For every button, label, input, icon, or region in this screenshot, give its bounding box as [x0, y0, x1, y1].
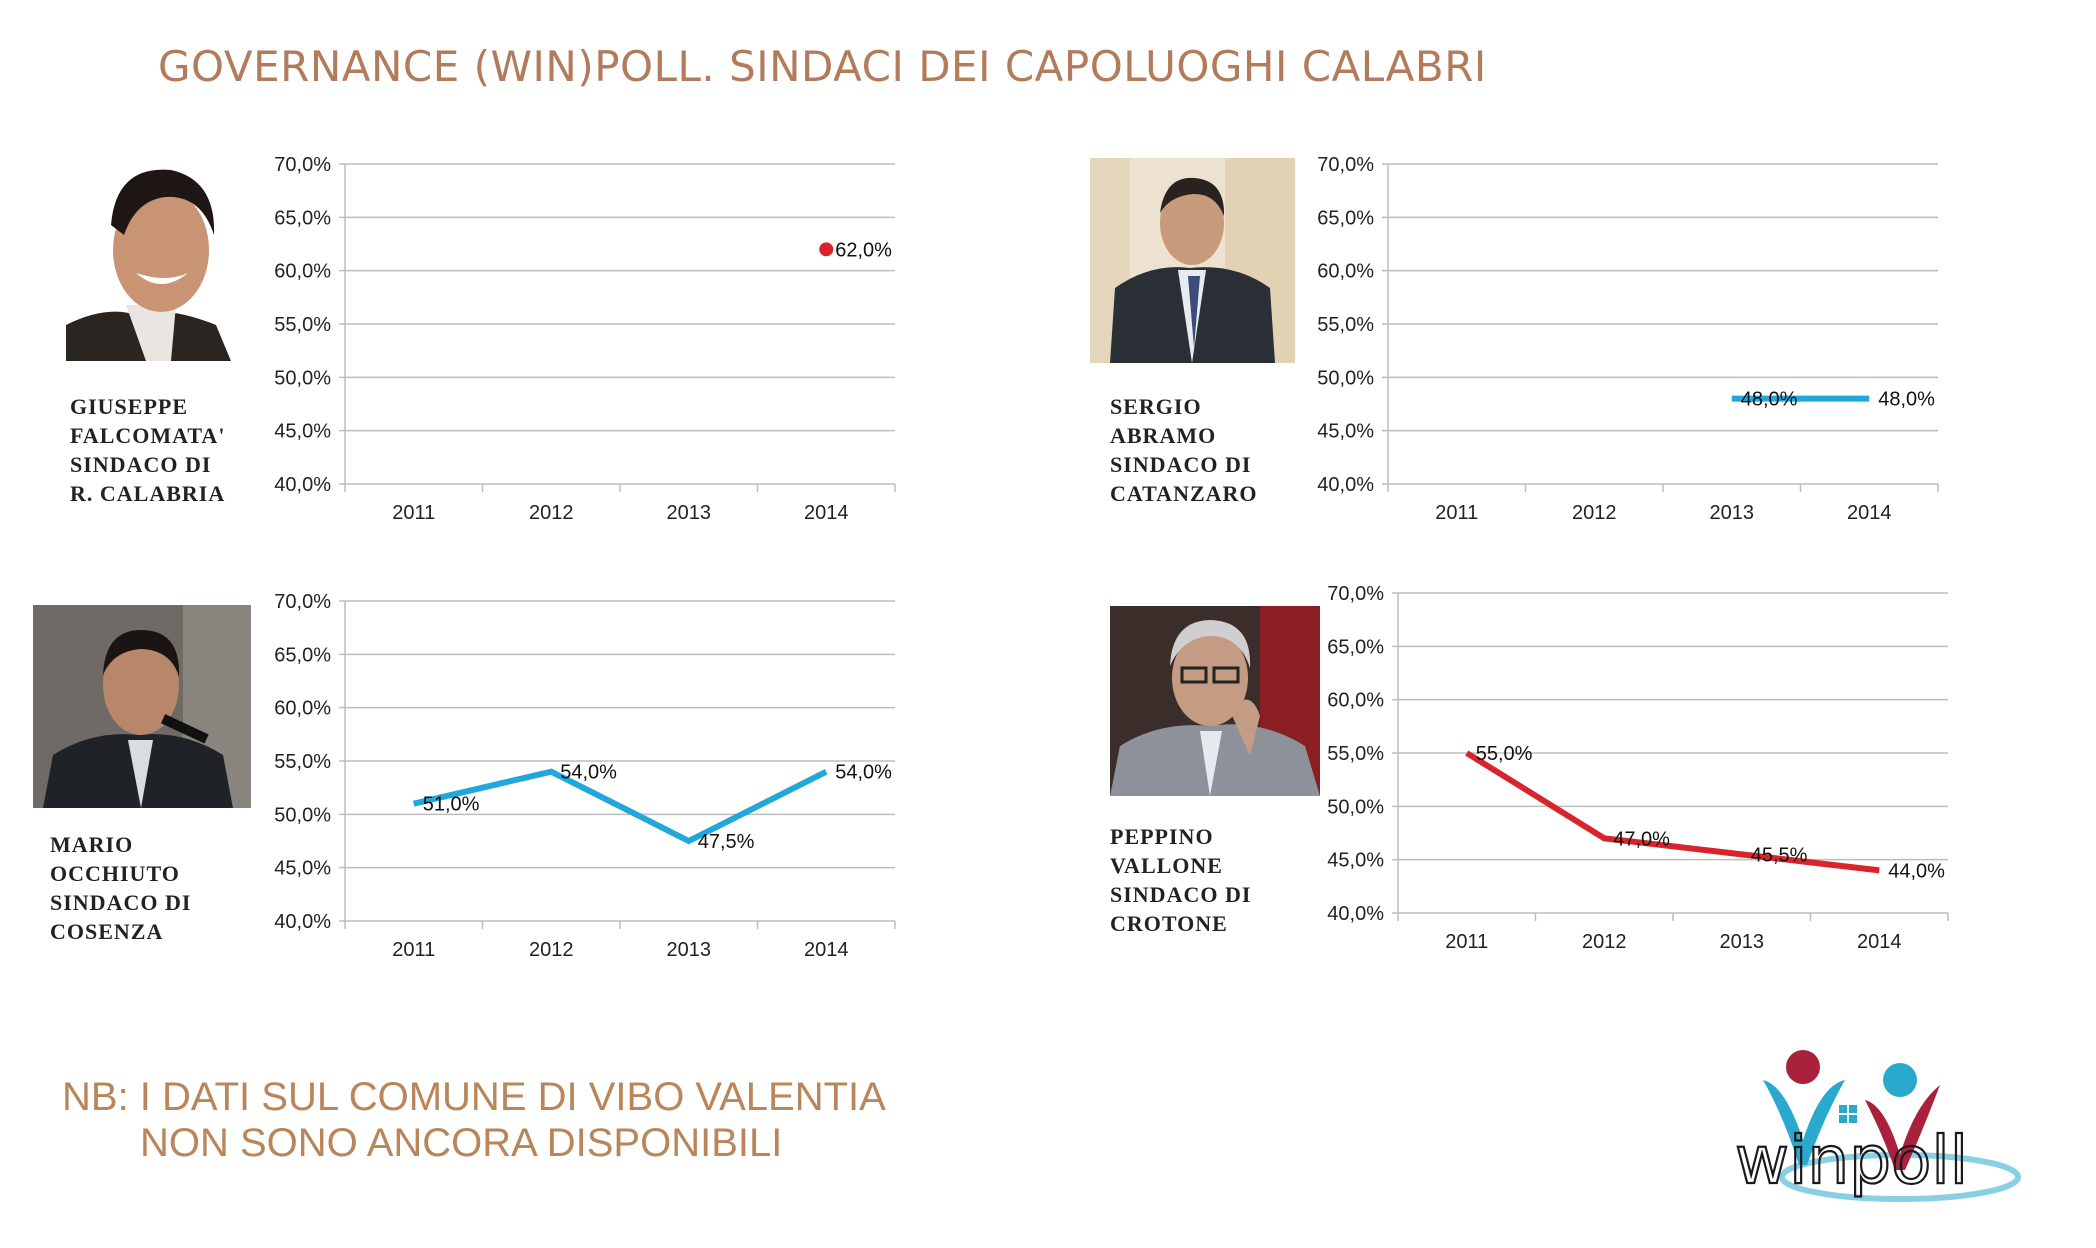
data-label: 55,0% — [1476, 743, 1533, 765]
photo-vallone — [1110, 606, 1320, 796]
y-tick-label: 50,0% — [274, 367, 331, 389]
mayor-name-falcomata: GIUSEPPE FALCOMATA' SINDACO DI R. CALABR… — [70, 394, 226, 506]
winpoll-logo: winpoll — [1734, 1045, 2025, 1215]
data-label: 54,0% — [560, 762, 617, 784]
y-tick-label: 60,0% — [1327, 690, 1384, 712]
data-label: 47,0% — [1613, 828, 1670, 850]
data-label: 44,0% — [1888, 860, 1945, 882]
data-label: 51,0% — [423, 794, 480, 816]
y-tick-label: 40,0% — [274, 474, 331, 496]
data-label: 47,5% — [698, 831, 755, 853]
x-tick-label: 2013 — [1720, 931, 1765, 953]
y-tick-label: 60,0% — [274, 261, 331, 283]
chart-vallone: 40,0% 45,0% 50,0% 55,0% 60,0% 65,0% 70,0% 2011 2… — [1298, 579, 1978, 964]
mayor-name-vallone: PEPPINO VALLONE SINDACO DI CROTONE — [1110, 824, 1252, 936]
chart-occhiuto: 40,0% 45,0% 50,0% 55,0% 60,0% 65,0% 70,0% 2011 2… — [245, 587, 925, 972]
y-tick-label: 45,0% — [274, 421, 331, 443]
data-label: 48,0% — [1878, 389, 1935, 411]
y-tick-label: 45,0% — [1327, 850, 1384, 872]
page-title: GOVERNANCE (WIN)POLL. SINDACI DEI CAPOLU… — [158, 42, 1487, 91]
y-tick-label: 50,0% — [1317, 367, 1374, 389]
y-tick-label: 40,0% — [274, 911, 331, 933]
x-tick-label: 2011 — [1435, 502, 1478, 524]
mayor-name-occhiuto: MARIO OCCHIUTO SINDACO DI COSENZA — [50, 832, 192, 944]
note-line-2: NON SONO ANCORA DISPONIBILI — [140, 1121, 783, 1165]
y-tick-label: 70,0% — [274, 591, 331, 613]
x-tick-label: 2011 — [392, 939, 435, 961]
x-tick-label: 2014 — [804, 502, 849, 524]
x-tick-label: 2014 — [804, 939, 849, 961]
chart-svg-abramo: 40,0% 45,0% 50,0% 55,0% 60,0% 65,0% 70,0% 2011 2… — [1317, 154, 1939, 524]
y-tick-label: 70,0% — [1327, 583, 1384, 605]
y-tick-label: 55,0% — [1317, 314, 1374, 336]
note-line-1: NB: I DATI SUL COMUNE DI VIBO VALENTIA — [62, 1075, 886, 1119]
x-tick-label: 2014 — [1857, 931, 1902, 953]
x-tick-label: 2013 — [667, 502, 712, 524]
chart-falcomata: 40,0% 45,0% 50,0% 55,0% 60,0% 65,0% 70,0% 2011 2… — [245, 150, 925, 535]
y-tick-label: 65,0% — [1317, 207, 1374, 229]
data-label: 54,0% — [835, 762, 892, 784]
y-tick-label: 70,0% — [1317, 154, 1374, 176]
x-tick-label: 2011 — [392, 502, 435, 524]
photo-abramo — [1090, 158, 1295, 363]
x-tick-label: 2014 — [1847, 502, 1892, 524]
y-tick-label: 65,0% — [1327, 636, 1384, 658]
y-tick-label: 55,0% — [274, 751, 331, 773]
x-tick-label: 2012 — [529, 939, 574, 961]
y-tick-label: 65,0% — [274, 207, 331, 229]
data-label: 62,0% — [835, 239, 892, 261]
chart-abramo: 40,0% 45,0% 50,0% 55,0% 60,0% 65,0% 70,0% 2011 2… — [1288, 150, 1968, 535]
photo-occhiuto — [33, 605, 251, 808]
data-point — [819, 242, 834, 257]
chart-svg-falcomata: 40,0% 45,0% 50,0% 55,0% 60,0% 65,0% 70,0% 2011 2… — [274, 154, 896, 524]
x-tick-label: 2011 — [1445, 931, 1488, 953]
chart-svg-vallone: 40,0% 45,0% 50,0% 55,0% 60,0% 65,0% 70,0% 2011 2… — [1327, 583, 1949, 953]
x-tick-label: 2013 — [667, 939, 712, 961]
y-tick-label: 70,0% — [274, 154, 331, 176]
photo-falcomata — [66, 155, 231, 361]
series-line — [413, 768, 828, 845]
y-tick-label: 45,0% — [274, 858, 331, 880]
y-tick-label: 60,0% — [1317, 261, 1374, 283]
data-label: 45,5% — [1751, 844, 1808, 866]
y-tick-label: 50,0% — [274, 804, 331, 826]
y-tick-label: 45,0% — [1317, 421, 1374, 443]
x-tick-label: 2012 — [1572, 502, 1617, 524]
x-tick-label: 2012 — [1582, 931, 1627, 953]
y-tick-label: 40,0% — [1317, 474, 1374, 496]
y-tick-label: 65,0% — [274, 644, 331, 666]
y-tick-label: 60,0% — [274, 698, 331, 720]
y-tick-label: 55,0% — [274, 314, 331, 336]
y-tick-label: 40,0% — [1327, 903, 1384, 925]
y-tick-label: 55,0% — [1327, 743, 1384, 765]
series-line — [1465, 750, 1880, 874]
x-tick-label: 2012 — [529, 502, 574, 524]
svg-text:winpoll: winpoll — [1735, 1122, 1968, 1199]
availability-note: NB: I DATI SUL COMUNE DI VIBO VALENTIA N… — [62, 1074, 886, 1166]
data-label: 48,0% — [1741, 389, 1798, 411]
mayor-name-abramo: SERGIO ABRAMO SINDACO DI CATANZARO — [1110, 394, 1258, 506]
chart-svg-occhiuto: 40,0% 45,0% 50,0% 55,0% 60,0% 65,0% 70,0% 2011 2… — [274, 591, 896, 961]
x-tick-label: 2013 — [1710, 502, 1755, 524]
y-tick-label: 50,0% — [1327, 796, 1384, 818]
